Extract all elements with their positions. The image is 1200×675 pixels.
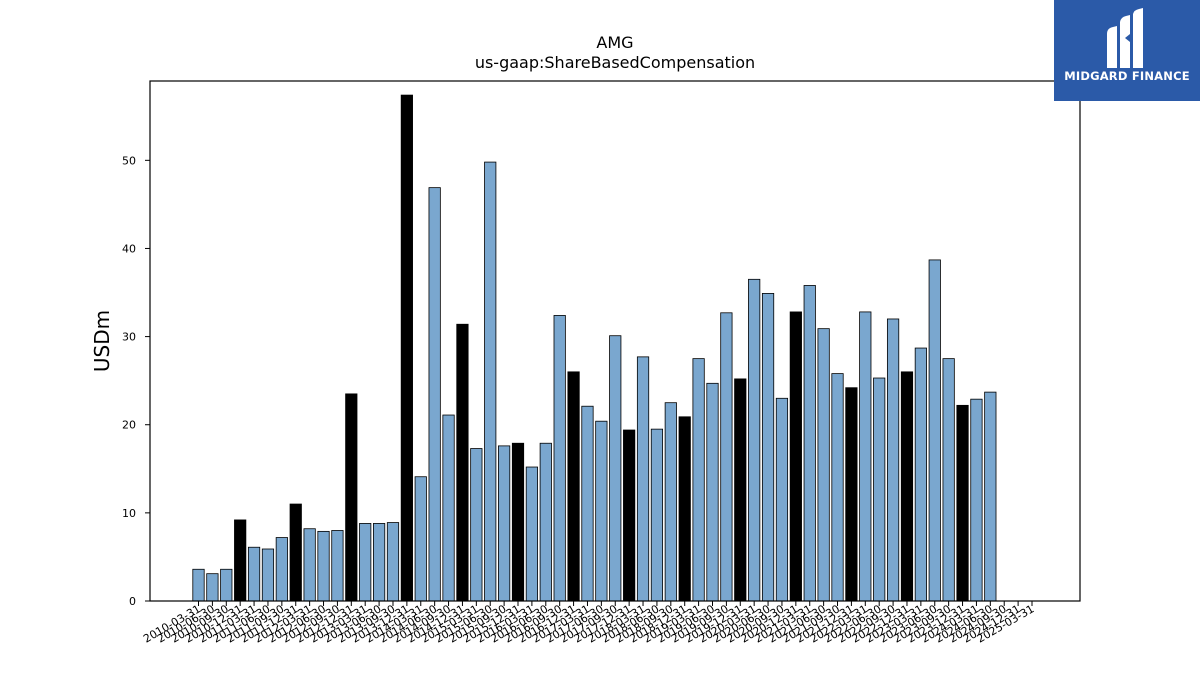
bar-2021-12-31 <box>845 387 858 602</box>
bar-2012-09-30 <box>331 530 344 602</box>
bar-2010-12-31 <box>234 519 247 602</box>
bar-2020-03-31 <box>748 278 761 602</box>
y-tick-label: 40 <box>122 242 136 255</box>
bar-2015-12-31 <box>511 442 525 602</box>
bar-2013-12-31 <box>400 94 413 602</box>
bar-2019-03-31 <box>692 358 705 602</box>
bars-group <box>192 94 997 602</box>
bar-2024-06-30 <box>984 391 997 602</box>
chart-title: AMG <box>596 33 634 52</box>
bar-2011-03-31 <box>247 546 261 602</box>
y-tick-label: 10 <box>122 507 136 520</box>
bar-2017-06-30 <box>595 420 608 602</box>
bar-2019-06-30 <box>706 382 719 602</box>
bar-2021-03-31 <box>803 285 816 602</box>
bar-2016-03-31 <box>525 466 538 602</box>
bar-2012-06-30 <box>317 530 330 602</box>
bar-2011-06-30 <box>261 548 275 602</box>
bar-2022-06-30 <box>873 377 886 602</box>
bar-2022-12-31 <box>900 371 914 602</box>
bar-2014-06-30 <box>428 187 441 602</box>
bar-2017-12-31 <box>623 429 636 602</box>
bar-2023-12-31 <box>956 404 969 602</box>
bar-2015-03-31 <box>470 448 483 602</box>
bar-2020-09-30 <box>775 397 789 602</box>
bar-2017-09-30 <box>609 335 622 602</box>
bar-2021-09-30 <box>831 373 844 602</box>
midgard-logo-icon <box>1107 8 1143 68</box>
y-tick-label: 50 <box>122 154 136 167</box>
bar-2013-06-30 <box>372 523 386 602</box>
bar-2022-03-31 <box>859 311 872 602</box>
y-tick-label: 0 <box>129 595 136 608</box>
y-axis-label: USDm <box>90 310 114 372</box>
bar-2012-12-31 <box>345 393 358 602</box>
brand-logo: MIDGARD FINANCE <box>1054 0 1200 101</box>
bar-2011-09-30 <box>275 537 288 602</box>
bar-2023-09-30 <box>942 358 955 602</box>
bar-2023-03-31 <box>914 347 927 602</box>
y-tick-label: 20 <box>122 419 136 432</box>
bar-2021-06-30 <box>817 328 830 602</box>
bar-2020-12-31 <box>789 311 802 602</box>
plot-frame <box>149 80 1081 602</box>
bar-2015-09-30 <box>498 445 511 602</box>
bar-2018-03-31 <box>636 356 650 602</box>
bar-2014-12-31 <box>456 323 469 602</box>
bar-2019-09-30 <box>720 312 733 602</box>
bar-2023-06-30 <box>928 259 941 602</box>
bar-2022-09-30 <box>886 318 900 602</box>
chart-subtitle: us-gaap:ShareBasedCompensation <box>474 53 756 72</box>
bar-2013-09-30 <box>386 522 400 602</box>
bar-2014-03-31 <box>414 476 427 602</box>
y-tick-label: 30 <box>122 331 136 344</box>
bar-2010-03-31 <box>192 568 205 602</box>
bar-2015-06-30 <box>484 161 497 602</box>
bar-2018-12-31 <box>678 416 691 602</box>
bar-2010-09-30 <box>220 568 233 602</box>
bar-2011-12-31 <box>289 503 302 602</box>
x-ticks-group: 2010-03-312010-06-302010-09-302010-12-31… <box>141 601 1037 646</box>
bar-2017-03-31 <box>581 405 594 602</box>
bar-2020-06-30 <box>761 293 775 602</box>
bar-2018-09-30 <box>664 402 677 602</box>
y-ticks-group: 0 10 20 30 40 50 <box>122 154 150 608</box>
bar-2012-03-31 <box>303 528 316 602</box>
bar-2010-06-30 <box>206 573 219 602</box>
brand-name: MIDGARD FINANCE <box>1064 69 1190 83</box>
bar-2016-06-30 <box>539 442 552 602</box>
bar-2019-12-31 <box>734 378 747 602</box>
bar-2014-09-30 <box>442 414 455 602</box>
bar-2016-09-30 <box>553 315 566 602</box>
bar-2013-03-31 <box>359 523 372 602</box>
bar-2018-06-30 <box>650 428 664 602</box>
bar-2024-03-31 <box>970 398 983 602</box>
bar-2016-12-31 <box>567 371 580 602</box>
